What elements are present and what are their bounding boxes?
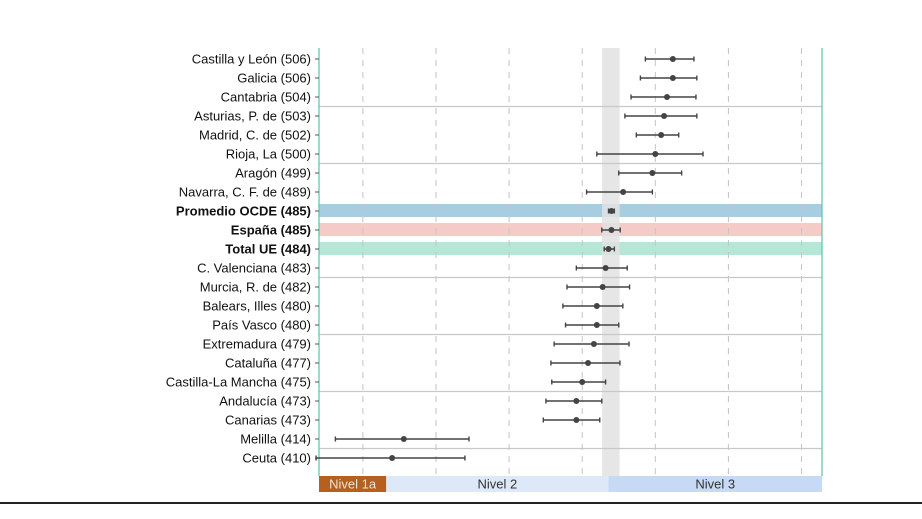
category-label: Madrid, C. de (502) bbox=[199, 128, 311, 143]
category-label: Andalucía (473) bbox=[219, 394, 311, 409]
reference-band bbox=[602, 48, 620, 476]
data-point bbox=[585, 360, 592, 366]
data-point bbox=[590, 341, 597, 347]
category-label: Navarra, C. F. de (489) bbox=[179, 185, 311, 200]
category-label: Balears, Illes (480) bbox=[203, 299, 311, 314]
category-label: España (485) bbox=[231, 223, 311, 238]
data-point bbox=[608, 227, 615, 233]
row-highlight bbox=[319, 204, 822, 217]
data-point bbox=[602, 265, 609, 271]
data-point bbox=[661, 113, 668, 119]
category-label: Total UE (484) bbox=[225, 242, 311, 257]
data-point bbox=[664, 94, 671, 100]
data-point bbox=[389, 455, 396, 461]
category-label: Cataluña (477) bbox=[225, 356, 311, 371]
level-band bbox=[608, 476, 822, 492]
category-label: Cantabria (504) bbox=[221, 90, 311, 105]
data-point bbox=[593, 322, 600, 328]
level-band bbox=[319, 476, 387, 492]
data-point bbox=[605, 246, 612, 252]
data-point bbox=[649, 170, 656, 176]
data-point bbox=[599, 284, 606, 290]
data-point bbox=[669, 75, 676, 81]
category-label: Ceuta (410) bbox=[242, 451, 311, 466]
level-band-label: Nivel 2 bbox=[478, 477, 518, 492]
data-point bbox=[652, 151, 659, 157]
category-label: Extremadura (479) bbox=[203, 337, 311, 352]
category-label: Melilla (414) bbox=[240, 432, 311, 447]
data-point bbox=[658, 132, 665, 138]
data-point bbox=[579, 379, 586, 385]
data-point bbox=[608, 208, 615, 214]
category-label: País Vasco (480) bbox=[212, 318, 311, 333]
data-point bbox=[573, 417, 580, 423]
category-label: Aragón (499) bbox=[235, 166, 311, 181]
category-label: Rioja, La (500) bbox=[226, 147, 311, 162]
category-label: Promedio OCDE (485) bbox=[176, 204, 311, 219]
category-label: Castilla y León (506) bbox=[192, 52, 311, 67]
bottom-divider bbox=[0, 502, 922, 504]
row-highlight bbox=[319, 242, 822, 255]
category-label: Asturias, P. de (503) bbox=[194, 109, 311, 124]
row-highlight bbox=[319, 223, 822, 236]
category-label: C. Valenciana (483) bbox=[197, 261, 311, 276]
data-point bbox=[400, 436, 407, 442]
data-point bbox=[573, 398, 580, 404]
category-label: Castilla-La Mancha (475) bbox=[166, 375, 311, 390]
data-point bbox=[620, 189, 627, 195]
category-label: Galicia (506) bbox=[237, 71, 311, 86]
data-point bbox=[593, 303, 600, 309]
data-point bbox=[669, 56, 676, 62]
level-band-label: Nivel 3 bbox=[695, 477, 735, 492]
level-band bbox=[386, 476, 609, 492]
category-label: Murcia, R. de (482) bbox=[200, 280, 311, 295]
category-label: Canarias (473) bbox=[225, 413, 311, 428]
level-band-label: Nivel 1a bbox=[329, 477, 377, 492]
